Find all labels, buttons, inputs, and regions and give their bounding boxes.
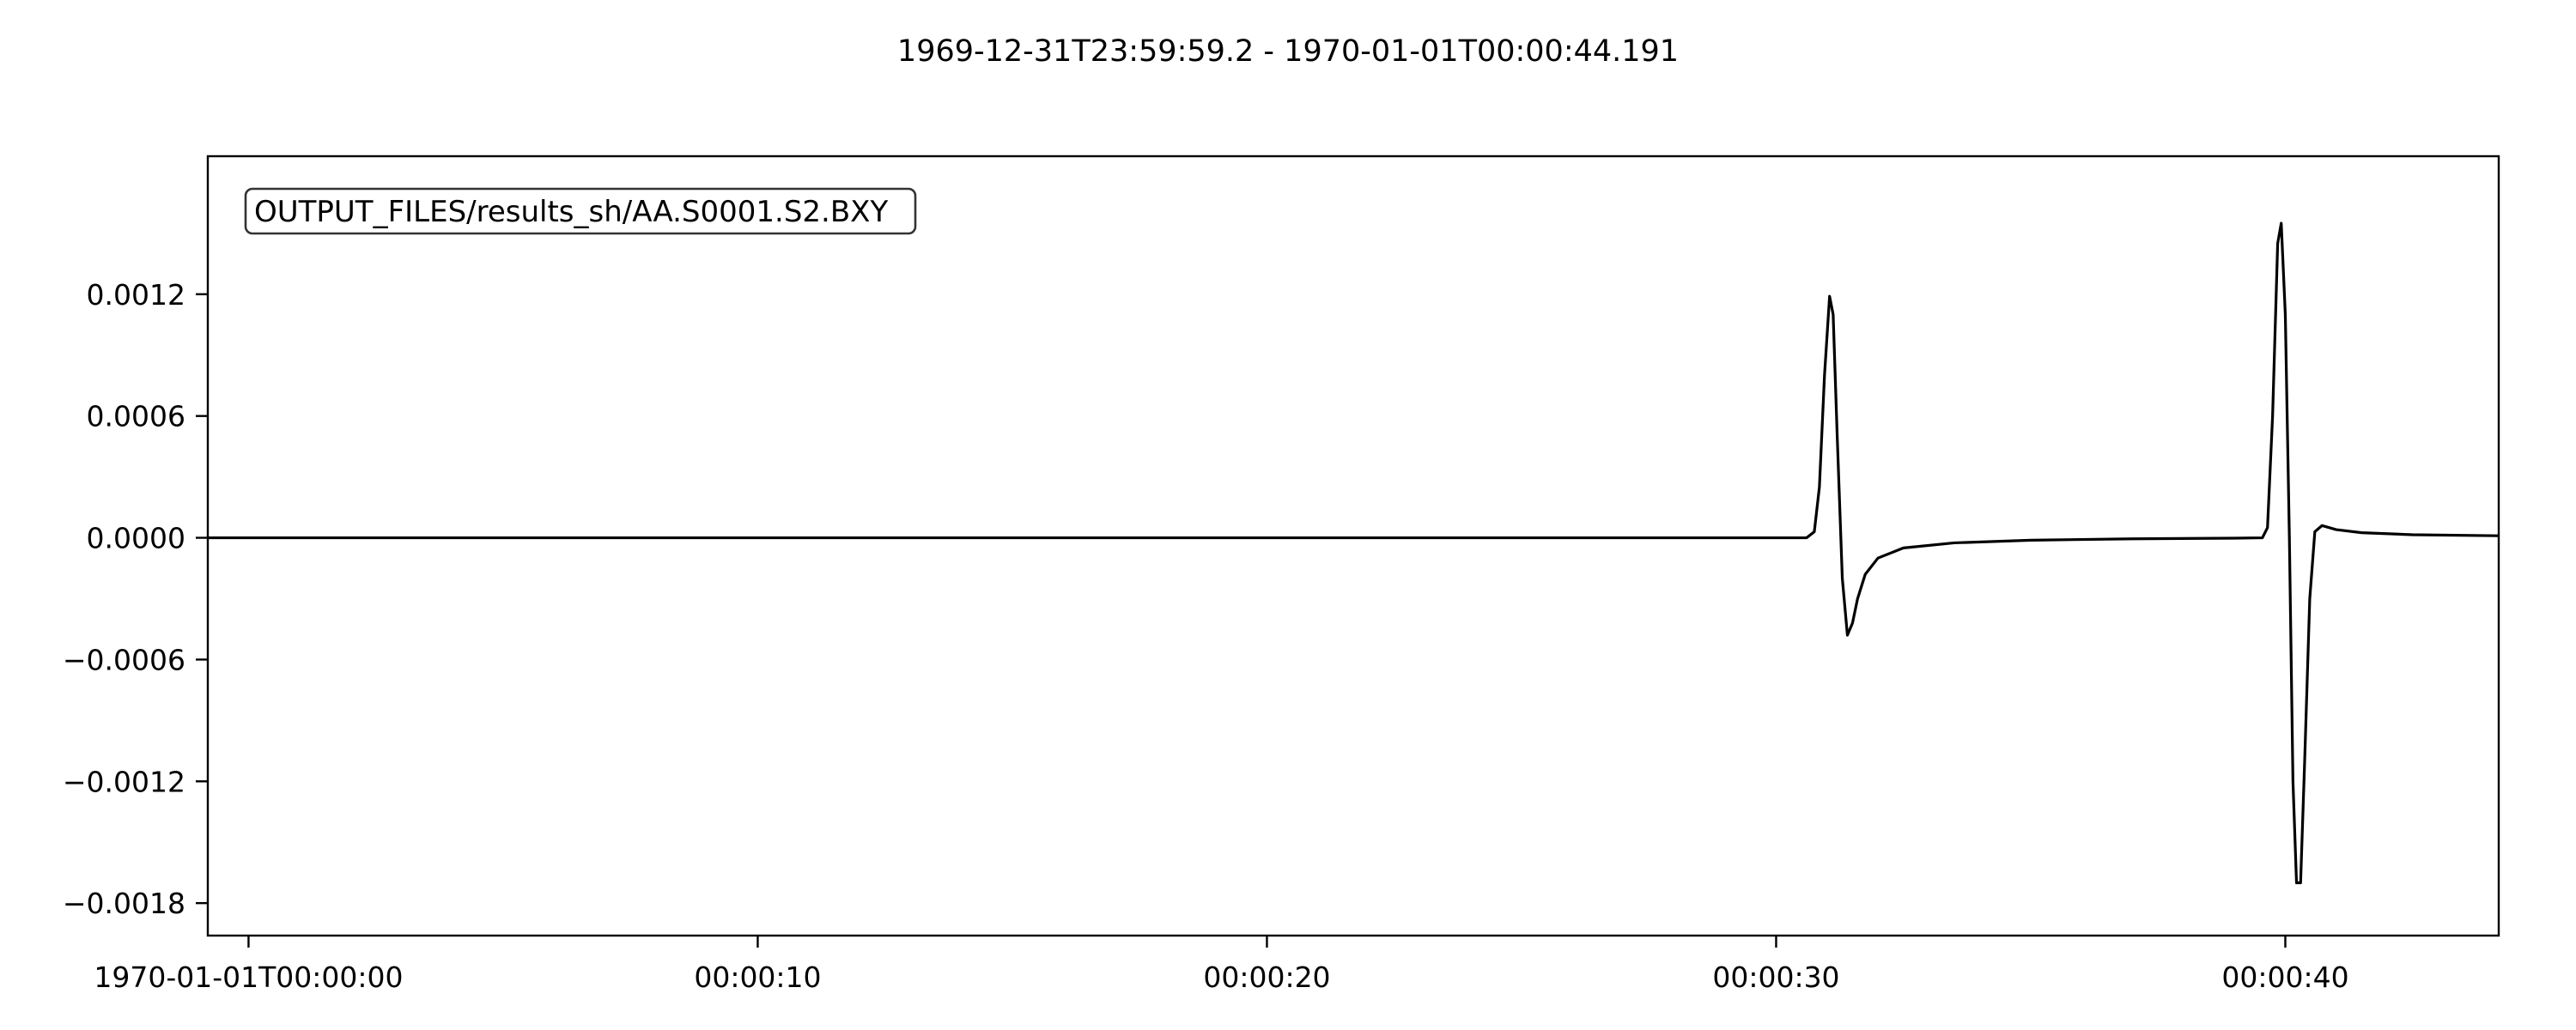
x-tick-label: 00:00:30	[1712, 960, 1839, 994]
legend-label: OUTPUT_FILES/results_sh/AA.S0001.S2.BXY	[254, 195, 888, 229]
x-tick-label: 00:00:10	[694, 960, 821, 994]
plot-area	[208, 221, 2500, 885]
x-tick-label: 1970-01-01T00:00:00	[94, 960, 403, 994]
y-tick-label: 0.0006	[87, 400, 185, 433]
y-tick-label: −0.0018	[63, 887, 185, 920]
legend-box	[244, 187, 917, 235]
y-tick-label: −0.0012	[63, 765, 185, 798]
legend: OUTPUT_FILES/results_sh/AA.S0001.S2.BXY	[244, 187, 917, 235]
x-tick-label: 00:00:40	[2221, 960, 2348, 994]
y-tick-label: −0.0006	[63, 643, 185, 676]
axes: 1970-01-01T00:00:00 00:00:10 00:00:20 00:00…	[63, 154, 2500, 994]
y-tick-label: 0.0012	[87, 278, 185, 312]
axes-frame	[206, 154, 2500, 937]
series-line-0	[208, 221, 2500, 885]
y-tick-label: 0.0000	[87, 522, 185, 555]
x-tick-label: 00:00:20	[1203, 960, 1330, 994]
chart-title: 1969-12-31T23:59:59.2 - 1970-01-01T00:00…	[897, 34, 1679, 69]
